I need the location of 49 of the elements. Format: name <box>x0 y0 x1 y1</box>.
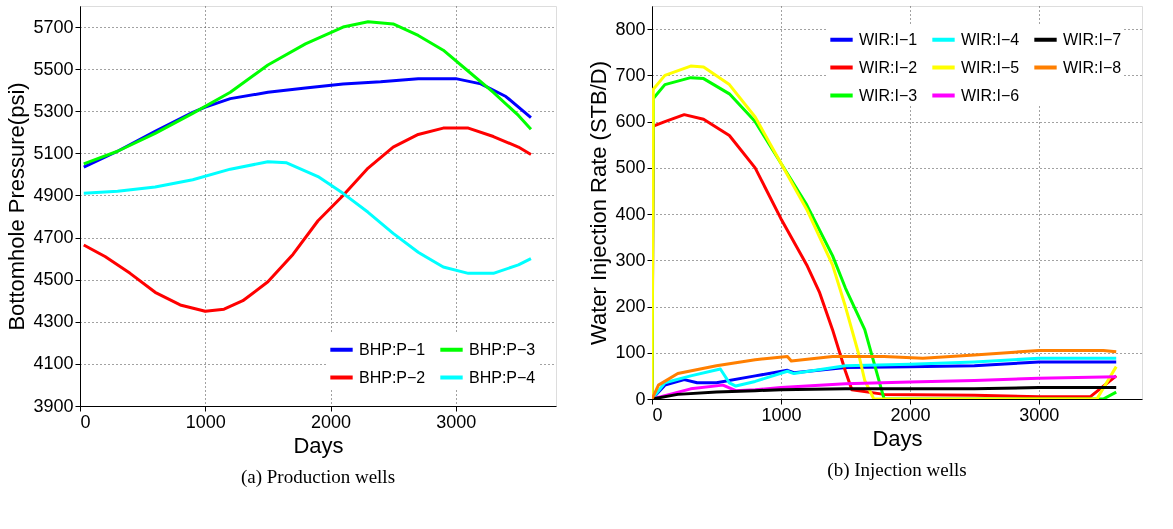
y-tick-label: 5100 <box>33 142 74 163</box>
y-tick-label: 5700 <box>33 16 74 37</box>
legend-label: BHP:P−3 <box>469 340 536 358</box>
legend-label: BHP:P−2 <box>359 368 426 386</box>
x-tick-label: 0 <box>652 404 663 425</box>
line-series <box>82 160 533 275</box>
legend-label: WIR:I−5 <box>961 58 1020 76</box>
text: (a) Production wells <box>240 466 396 488</box>
y-tick-label: 4100 <box>33 353 74 374</box>
x-axis-title: Days <box>872 425 923 451</box>
x-axis-title: Days <box>293 432 344 458</box>
y-tick-label: 5300 <box>33 100 74 121</box>
y-tick-label: 600 <box>615 111 646 132</box>
y-tick-label: 4900 <box>33 184 74 205</box>
y-axis-title: Water Injection Rate (STB/D) <box>586 60 612 346</box>
x-tick-label: 3000 <box>436 411 477 432</box>
y-tick-label: 5500 <box>33 58 74 79</box>
x-tick-label: 1000 <box>761 404 802 425</box>
line-series <box>82 20 533 166</box>
legend-label: WIR:I−7 <box>1063 30 1122 48</box>
legend-label: BHP:P−4 <box>469 368 536 386</box>
y-tick-label: 500 <box>615 157 646 178</box>
legend-label: WIR:I−1 <box>859 30 918 48</box>
x-tick-label: 1000 <box>185 411 226 432</box>
y-tick-label: 4500 <box>33 269 74 290</box>
x-tick-label: 2000 <box>890 404 931 425</box>
legend-label: BHP:P−1 <box>359 340 426 358</box>
y-axis-title: Bottomhole Pressure(psi) <box>4 82 30 331</box>
y-tick-label: 3900 <box>33 395 74 416</box>
legend-label: WIR:I−4 <box>961 30 1020 48</box>
legend-label: WIR:I−3 <box>859 86 918 104</box>
x-tick-label: 0 <box>80 411 91 432</box>
legend-label: WIR:I−6 <box>961 86 1020 104</box>
y-tick-label: 700 <box>615 64 646 85</box>
y-tick-label: 0 <box>635 388 646 409</box>
legend-label: WIR:I−8 <box>1063 58 1122 76</box>
x-tick-label: 2000 <box>311 411 352 432</box>
y-tick-label: 800 <box>615 18 646 39</box>
y-tick-label: 4300 <box>33 311 74 332</box>
y-tick-label: 100 <box>615 342 646 363</box>
y-tick-label: 200 <box>615 296 646 317</box>
y-tick-label: 300 <box>615 249 646 270</box>
y-tick-label: 4700 <box>33 227 74 248</box>
legend-label: WIR:I−2 <box>859 58 918 76</box>
x-tick-label: 3000 <box>1019 404 1060 425</box>
text: (b) Injection wells <box>827 459 967 481</box>
line-series <box>82 126 533 313</box>
line-series <box>652 348 1118 399</box>
y-tick-label: 400 <box>615 203 646 224</box>
